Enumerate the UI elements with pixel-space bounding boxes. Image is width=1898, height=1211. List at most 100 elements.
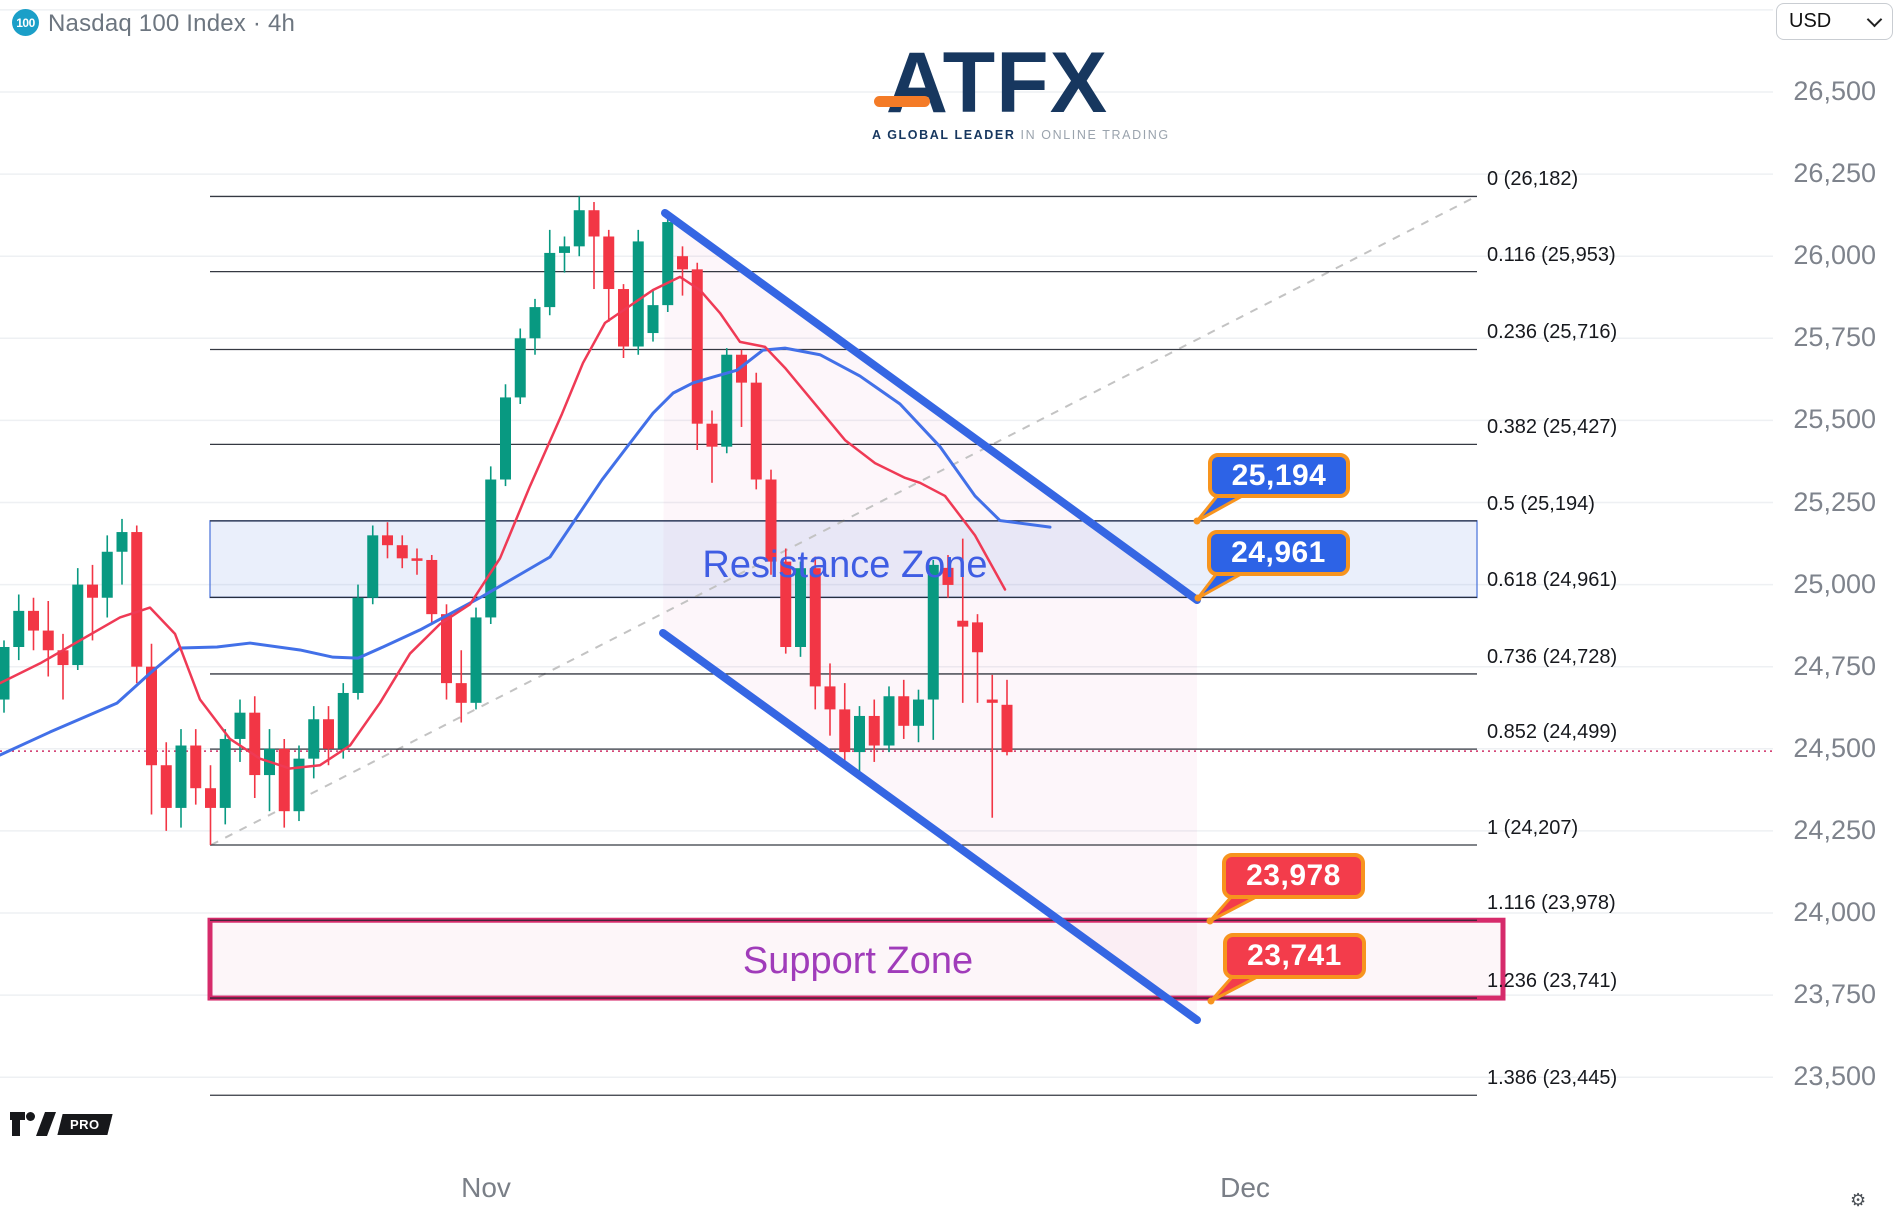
fib-level-label: 0.236 (25,716): [1487, 321, 1618, 344]
price-axis-label: 24,000: [1793, 897, 1876, 927]
candle-down: [736, 349, 747, 427]
candle-down: [426, 555, 438, 625]
atfx-logo-orange-bar: [874, 96, 930, 107]
candle-down: [160, 742, 172, 831]
candle-down: [677, 246, 688, 296]
candle-up: [514, 328, 526, 404]
candle-up: [234, 699, 246, 762]
price-axis-label: 23,500: [1793, 1061, 1876, 1092]
price-axis-label: 24,500: [1793, 732, 1876, 763]
price-axis-label: 25,500: [1793, 404, 1876, 435]
candle-down: [986, 674, 998, 818]
candle-up: [883, 686, 895, 753]
chevron-down-icon: [1866, 11, 1883, 28]
candle-down: [588, 202, 600, 290]
candle-up: [647, 289, 659, 342]
callout-anchor-dot: [1206, 917, 1214, 925]
tradingview-pro-watermark: PRO: [10, 1112, 113, 1136]
candle-up: [662, 218, 674, 313]
candle-down: [190, 729, 202, 805]
candle-down: [131, 525, 143, 684]
candle-up: [352, 584, 364, 700]
moving-average-slow: [0, 346, 1052, 757]
callout-tail: [1195, 493, 1246, 523]
candle-up: [927, 559, 939, 740]
candle-down: [205, 765, 216, 846]
fib-level-label: 0.618 (24,961): [1487, 569, 1618, 592]
symbol-logo-badge[interactable]: 100: [12, 9, 39, 36]
price-callout[interactable]: 23,978: [1222, 853, 1365, 899]
candle-up: [573, 196, 585, 257]
candle-down: [87, 564, 98, 641]
candle-down: [1001, 679, 1013, 756]
price-callout[interactable]: 23,741: [1223, 933, 1366, 979]
candle-up: [293, 745, 305, 822]
symbol-title[interactable]: Nasdaq 100 Index · 4h: [48, 10, 296, 37]
gear-icon[interactable]: ⚙: [1850, 1190, 1867, 1210]
time-axis-label: Dec: [1220, 1172, 1270, 1203]
candle-up: [0, 640, 10, 713]
candle-down: [396, 535, 408, 569]
candle-down: [839, 683, 851, 769]
candle-down: [618, 284, 629, 359]
atfx-logo-text: ATFX: [872, 40, 1122, 126]
candle-down: [382, 522, 393, 559]
price-axis-label: 25,750: [1793, 322, 1876, 353]
candle-up: [795, 561, 806, 657]
pro-badge: PRO: [57, 1113, 113, 1135]
candle-down: [57, 633, 69, 700]
currency-value: USD: [1789, 10, 1832, 32]
candle-down: [942, 555, 954, 598]
price-callout[interactable]: 25,194: [1208, 453, 1350, 498]
candle-up: [559, 236, 570, 273]
candle-down: [411, 548, 423, 575]
candle-down: [809, 556, 821, 710]
candle-up: [500, 384, 511, 487]
fib-level-label: 0 (26,182): [1487, 168, 1579, 191]
price-axis-label: 24,750: [1793, 650, 1876, 681]
candle-up: [367, 525, 379, 605]
candle-up: [13, 594, 25, 661]
support-zone-label: Support Zone: [742, 940, 974, 982]
candle-down: [868, 699, 880, 762]
fib-level-label: 1.236 (23,741): [1487, 970, 1618, 993]
price-axis-label: 26,500: [1793, 76, 1876, 106]
currency-dropdown[interactable]: USD: [1776, 3, 1893, 40]
candle-up: [72, 568, 84, 670]
fib-level-label: 1 (24,207): [1487, 817, 1579, 840]
price-axis-label: 23,750: [1793, 979, 1876, 1010]
moving-average-fast: [0, 275, 1007, 770]
candle-down: [28, 597, 39, 651]
lower-channel-trendline[interactable]: [659, 629, 1201, 1024]
callout-anchor-dot: [1193, 517, 1201, 525]
atfx-logo: ATFX A GLOBAL LEADER IN ONLINE TRADING: [872, 40, 1170, 142]
tradingview-icon: [10, 1112, 56, 1136]
candle-up: [101, 535, 113, 618]
candle-up: [854, 706, 865, 772]
candle-up: [485, 466, 497, 625]
candle-down: [898, 679, 910, 739]
candle-up: [175, 729, 187, 828]
price-axis-label: 24,250: [1793, 814, 1876, 845]
price-axis-label: 25,000: [1793, 568, 1876, 599]
callout-anchor-dot: [1207, 997, 1215, 1005]
atfx-tagline: A GLOBAL LEADER IN ONLINE TRADING: [872, 128, 1170, 142]
fib-level-label: 1.116 (23,978): [1487, 892, 1616, 915]
candle-up: [264, 729, 275, 812]
upper-channel-trendline[interactable]: [661, 209, 1201, 604]
price-axis-label: 25,250: [1793, 486, 1876, 517]
fib-level-label: 0.736 (24,728): [1487, 645, 1618, 668]
candle-up: [529, 298, 541, 355]
candle-down: [750, 372, 762, 490]
callout-tail: [1208, 894, 1260, 923]
candle-up: [470, 607, 482, 710]
resistance-zone-label: Resistance Zone: [702, 544, 988, 586]
candle-down: [603, 229, 615, 322]
candle-up: [632, 229, 644, 355]
price-callout[interactable]: 24,961: [1207, 530, 1350, 576]
fib-level-label: 0.852 (24,499): [1487, 721, 1618, 744]
fib-level-label: 1.386 (23,445): [1487, 1067, 1618, 1090]
candle-up: [116, 518, 128, 585]
candle-down: [323, 706, 334, 766]
